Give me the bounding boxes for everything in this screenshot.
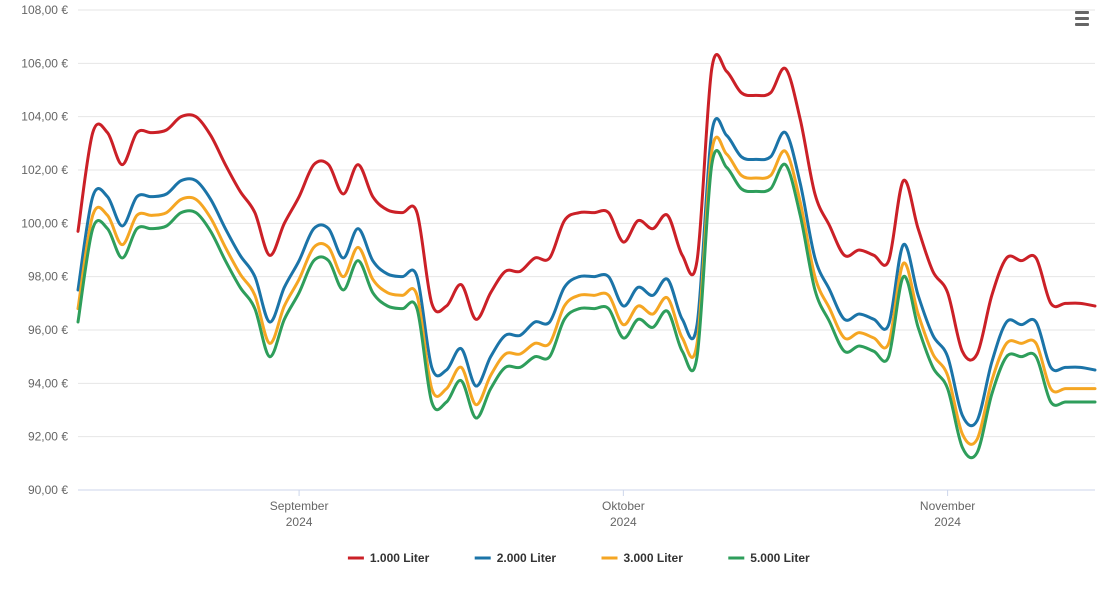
x-tick-label-month: September	[270, 499, 329, 513]
series-line[interactable]	[78, 150, 1095, 457]
y-tick-label: 104,00 €	[21, 110, 68, 124]
y-tick-label: 94,00 €	[28, 376, 68, 390]
x-tick-label-month: Oktober	[602, 499, 645, 513]
y-tick-label: 98,00 €	[28, 270, 68, 284]
hamburger-menu-icon[interactable]	[1071, 8, 1093, 28]
x-tick-label-year: 2024	[610, 515, 637, 529]
price-chart: 90,00 € 92,00 € 94,00 € 96,00 € 98,00 € 100,0…	[0, 0, 1105, 603]
legend-label: 2.000 Liter	[497, 551, 557, 565]
legend-label: 5.000 Liter	[750, 551, 810, 565]
legend-item[interactable]: 3.000 Liter	[602, 551, 684, 565]
legend-item[interactable]: 2.000 Liter	[475, 551, 557, 565]
x-tick-label-year: 2024	[934, 515, 961, 529]
legend-label: 1.000 Liter	[370, 551, 430, 565]
legend-item[interactable]: 1.000 Liter	[348, 551, 430, 565]
legend-label: 3.000 Liter	[624, 551, 684, 565]
series-line[interactable]	[78, 54, 1095, 360]
y-tick-label: 96,00 €	[28, 323, 68, 337]
legend-item[interactable]: 5.000 Liter	[728, 551, 810, 565]
y-tick-label: 108,00 €	[21, 3, 68, 17]
y-tick-label: 102,00 €	[21, 163, 68, 177]
y-tick-label: 100,00 €	[21, 216, 68, 230]
series-line[interactable]	[78, 137, 1095, 444]
x-tick-label-year: 2024	[286, 515, 313, 529]
chart-svg: 90,00 € 92,00 € 94,00 € 96,00 € 98,00 € 100,0…	[0, 0, 1105, 603]
x-tick-label-month: November	[920, 499, 975, 513]
y-tick-label: 106,00 €	[21, 56, 68, 70]
y-tick-label: 90,00 €	[28, 483, 68, 497]
y-tick-label: 92,00 €	[28, 430, 68, 444]
